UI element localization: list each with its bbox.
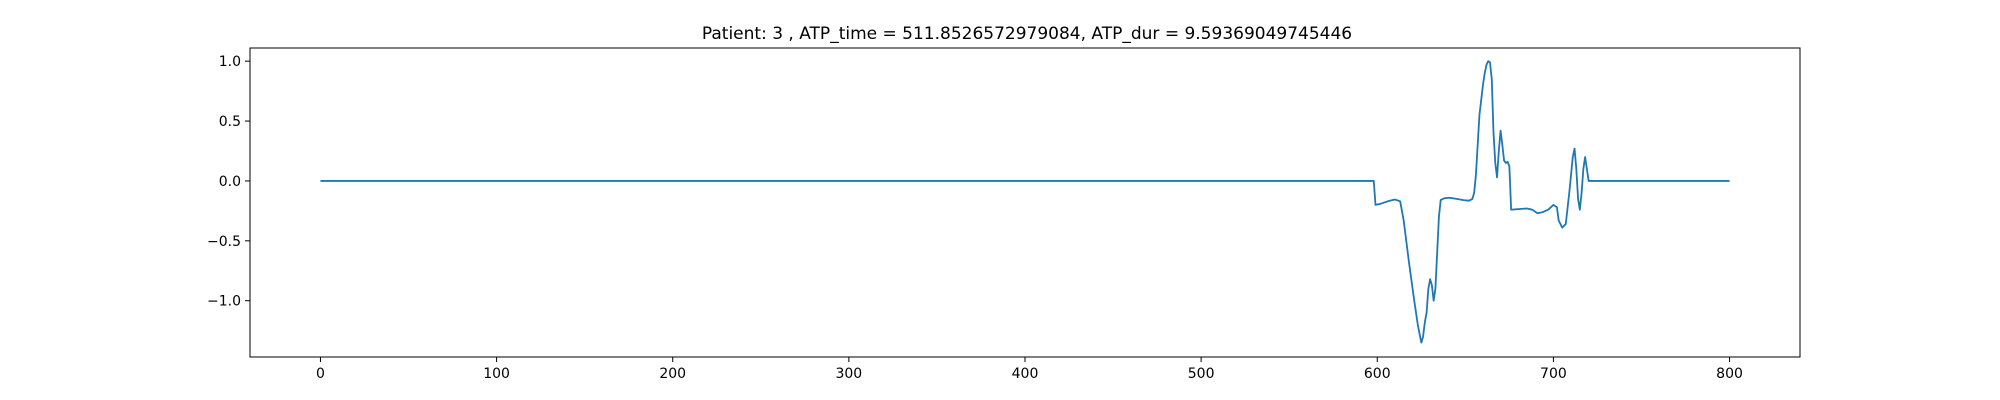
x-axis: 0 100 200 300 400 500 600 700 800 xyxy=(316,357,1743,382)
y-tick-label: 0.5 xyxy=(219,114,241,130)
x-tick-label: 300 xyxy=(835,366,862,382)
chart-title: Patient: 3 , ATP_time = 511.852657297908… xyxy=(702,24,1352,44)
y-tick-label: 0.0 xyxy=(219,174,241,190)
y-tick-label: 1.0 xyxy=(219,54,241,70)
x-tick-label: 700 xyxy=(1540,366,1567,382)
y-tick-label: −1.0 xyxy=(207,294,241,310)
x-tick-label: 200 xyxy=(659,366,686,382)
x-tick-label: 500 xyxy=(1188,366,1215,382)
x-tick-label: 100 xyxy=(483,366,510,382)
x-tick-label: 400 xyxy=(1012,366,1039,382)
series-line-0 xyxy=(320,60,1730,344)
y-axis: 1.0 0.5 0.0 −0.5 −1.0 xyxy=(207,54,250,310)
x-tick-label: 600 xyxy=(1364,366,1391,382)
x-tick-label: 0 xyxy=(316,366,325,382)
y-tick-label: −0.5 xyxy=(207,234,241,250)
x-tick-label: 800 xyxy=(1716,366,1743,382)
plot-lines xyxy=(320,60,1730,344)
